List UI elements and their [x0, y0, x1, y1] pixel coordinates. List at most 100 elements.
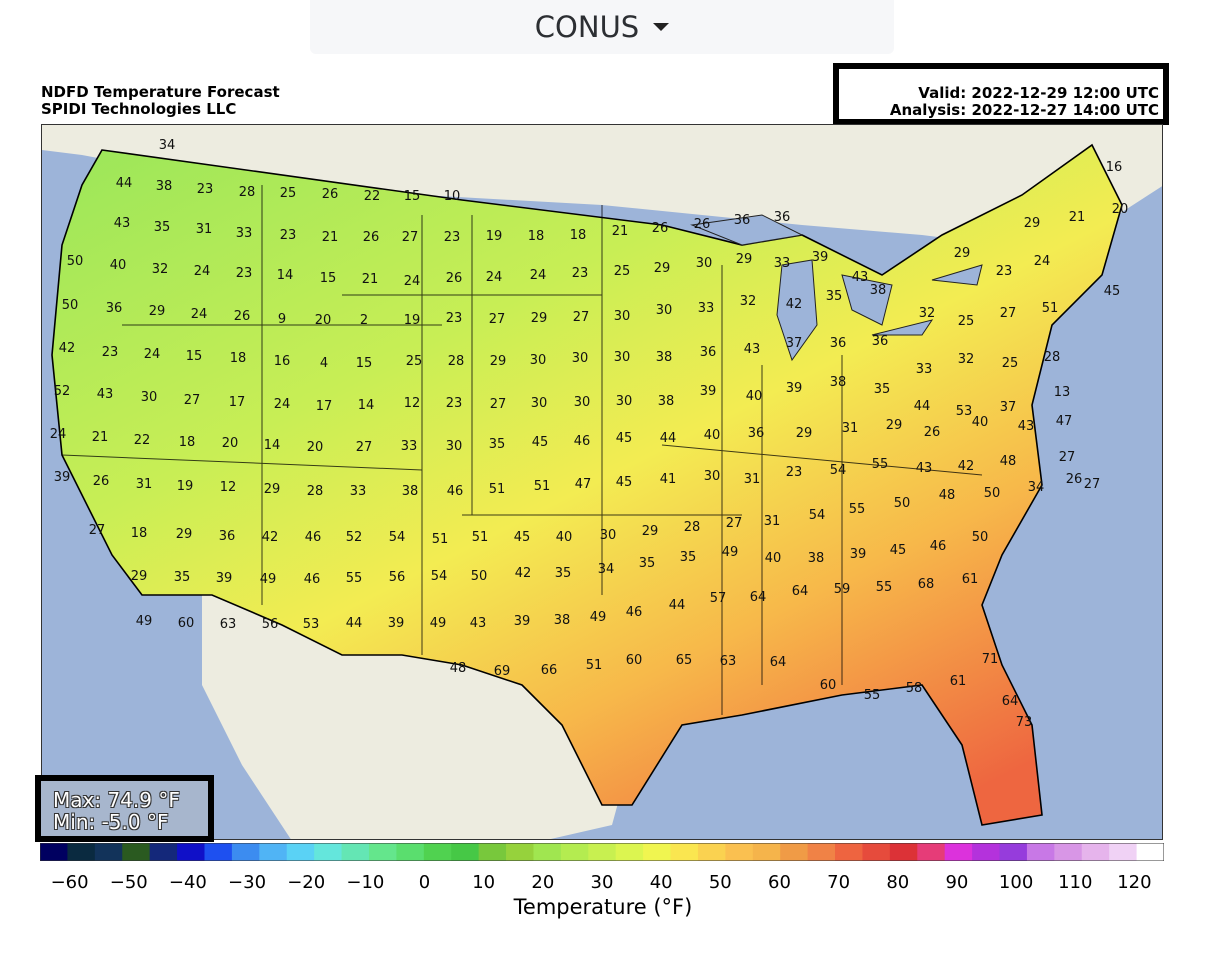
region-select[interactable]: CONUS: [310, 0, 894, 54]
temperature-label: 30: [574, 395, 591, 410]
colorbar-tick-label: 100: [998, 872, 1034, 893]
temperature-label: 59: [834, 582, 851, 597]
temperature-label: 15: [186, 349, 203, 364]
temperature-label: 51: [472, 530, 489, 545]
temperature-label: 42: [786, 297, 803, 312]
temperature-label: 21: [92, 430, 109, 445]
colorbar-tick-label: −10: [346, 872, 385, 893]
temperature-label: 29: [176, 527, 193, 542]
temperature-label: 26: [363, 230, 380, 245]
temperature-label: 73: [1016, 715, 1033, 730]
temperature-label: 23: [572, 266, 589, 281]
temperature-label: 42: [59, 341, 76, 356]
temperature-label: 28: [307, 484, 324, 499]
colorbar-segment: [972, 843, 1001, 861]
colorbar-segment: [889, 843, 918, 861]
temperature-label: 30: [696, 256, 713, 271]
temperature-label: 61: [962, 572, 979, 587]
temperature-label: 53: [303, 617, 320, 632]
temperature-label: 68: [918, 577, 935, 592]
colorbar-title: Temperature (°F): [513, 895, 693, 919]
lake-michigan: [776, 259, 818, 362]
temperature-label: 55: [876, 580, 893, 595]
temperature-label: 27: [1084, 477, 1101, 492]
colorbar-segments: [40, 843, 1164, 861]
colorbar-segment: [231, 843, 260, 861]
temperature-label: 29: [886, 418, 903, 433]
temperature-label: 26: [93, 474, 110, 489]
temperature-label: 38: [656, 350, 673, 365]
temperature-label: 43: [470, 616, 487, 631]
colorbar-tick-label: 30: [590, 872, 614, 893]
lake-superior: [690, 214, 804, 246]
temperature-label: 42: [958, 459, 975, 474]
temperature-label: 24: [274, 397, 291, 412]
temperature-label: 29: [490, 354, 507, 369]
temperature-label: 60: [820, 678, 837, 693]
max-min-box: Max: 74.9 °F Min: -5.0 °F: [35, 775, 214, 842]
temperature-label: 43: [1018, 419, 1035, 434]
temperature-label: 31: [196, 222, 213, 237]
temperature-label: 46: [626, 605, 643, 620]
temperature-label: 57: [710, 591, 727, 606]
lake-ontario: [931, 264, 983, 286]
temperature-label: 25: [614, 264, 631, 279]
colorbar-segment: [67, 843, 96, 861]
temperature-label: 14: [277, 268, 294, 283]
colorbar-segment: [917, 843, 946, 861]
temperature-label: 65: [676, 653, 693, 668]
temperature-label: 63: [720, 654, 737, 669]
temperature-label: 24: [530, 268, 547, 283]
temperature-label: 44: [660, 431, 677, 446]
temperature-label: 29: [531, 311, 548, 326]
chevron-down-icon[interactable]: [653, 23, 670, 31]
temperature-label: 27: [1059, 450, 1076, 465]
temperature-label: 31: [136, 477, 153, 492]
temperature-label: 30: [446, 439, 463, 454]
colorbar-segment: [149, 843, 178, 861]
temperature-label: 26: [322, 187, 339, 202]
temperature-label: 44: [346, 616, 363, 631]
temperature-label: 26: [446, 271, 463, 286]
colorbar-segment: [368, 843, 397, 861]
colorbar-segment: [725, 843, 754, 861]
temperature-label: 39: [812, 250, 829, 265]
temperature-label: 52: [54, 384, 71, 399]
temperature-label: 22: [134, 433, 151, 448]
colorbar-segment: [560, 843, 589, 861]
temperature-label: 44: [669, 598, 686, 613]
colorbar-tick-label: 90: [945, 872, 969, 893]
temperature-label: 50: [972, 530, 989, 545]
temperature-label: 49: [722, 545, 739, 560]
temperature-label: 38: [402, 484, 419, 499]
temperature-label: 40: [556, 530, 573, 545]
temperature-label: 29: [642, 524, 659, 539]
temperature-label: 40: [110, 258, 127, 273]
temperature-label: 61: [950, 674, 967, 689]
temperature-label: 55: [864, 688, 881, 703]
colorbar-segment: [204, 843, 233, 861]
temperature-label: 27: [89, 523, 106, 538]
temperature-label: 24: [486, 270, 503, 285]
temperature-label: 28: [1044, 350, 1061, 365]
temperature-label: 27: [184, 393, 201, 408]
temperature-label: 20: [222, 436, 239, 451]
temperature-label: 24: [191, 307, 208, 322]
temperature-label: 45: [514, 530, 531, 545]
temperature-label: 38: [870, 283, 887, 298]
temperature-label: 40: [765, 551, 782, 566]
temperature-label: 37: [1000, 400, 1017, 415]
colorbar-segment: [862, 843, 891, 861]
colorbar-segment: [615, 843, 644, 861]
temperature-label: 27: [402, 230, 419, 245]
temperature-label: 50: [471, 569, 488, 584]
temperature-label: 35: [826, 289, 843, 304]
temperature-label: 58: [906, 681, 923, 696]
temperature-label: 64: [770, 655, 787, 670]
colorbar-segment: [396, 843, 425, 861]
temperature-label: 46: [930, 539, 947, 554]
colorbar-tick-label: −50: [109, 872, 148, 893]
temperature-label: 40: [704, 428, 721, 443]
